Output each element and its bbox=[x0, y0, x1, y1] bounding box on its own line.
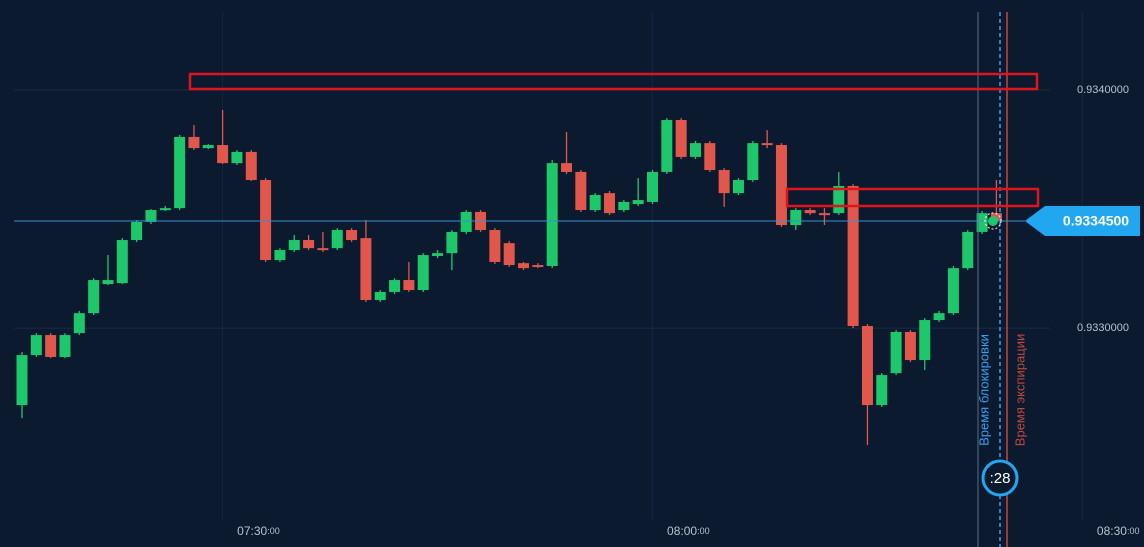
candle-body bbox=[761, 143, 773, 146]
candle-body bbox=[460, 211, 472, 232]
candle-body bbox=[661, 120, 673, 172]
candle-body bbox=[575, 171, 587, 211]
candle-body bbox=[546, 163, 558, 266]
current-price-dot bbox=[988, 215, 998, 226]
candle-body bbox=[790, 210, 802, 226]
candle-body bbox=[217, 145, 229, 164]
candle-body bbox=[618, 201, 630, 211]
price-tag bbox=[1025, 205, 1140, 236]
candle-body bbox=[704, 143, 716, 171]
x-tick-label: 08:00:00 bbox=[667, 524, 710, 538]
candle-body bbox=[933, 313, 945, 321]
candle-body bbox=[675, 120, 687, 157]
candle-body bbox=[689, 143, 701, 157]
candle-body bbox=[159, 208, 171, 211]
highlight-box bbox=[188, 72, 1039, 91]
candle-body bbox=[747, 143, 759, 181]
candle-body bbox=[804, 210, 816, 214]
lock-label: Время блокировки bbox=[976, 334, 991, 446]
candle-body bbox=[976, 213, 988, 232]
candle-body bbox=[102, 280, 114, 285]
candle-body bbox=[59, 335, 71, 357]
candle-body bbox=[116, 240, 128, 284]
candle-body bbox=[145, 210, 157, 222]
candle-body bbox=[990, 213, 1002, 221]
candle-body bbox=[16, 355, 28, 406]
candle-body bbox=[331, 230, 343, 249]
candle-body bbox=[317, 248, 329, 251]
candle-body bbox=[718, 170, 730, 194]
candle-body bbox=[604, 193, 616, 214]
current-price-dot bbox=[984, 212, 1002, 230]
candle-body bbox=[403, 280, 415, 291]
candle-body bbox=[518, 263, 530, 269]
candle-body bbox=[919, 320, 931, 361]
candle-body bbox=[417, 255, 429, 291]
highlight-box bbox=[785, 187, 1040, 208]
candle-body bbox=[45, 335, 57, 357]
candle-body bbox=[833, 185, 845, 214]
candle-body bbox=[489, 230, 501, 262]
candle-body bbox=[532, 265, 544, 268]
candle-body bbox=[646, 171, 658, 202]
candle-body bbox=[231, 151, 243, 164]
candle-body bbox=[947, 268, 959, 314]
candle-body bbox=[274, 250, 286, 261]
candle-body bbox=[303, 240, 315, 249]
candle-body bbox=[202, 145, 214, 149]
x-tick-label: 08:30:00 bbox=[1097, 524, 1140, 538]
candle-body bbox=[861, 326, 873, 406]
candle-body bbox=[73, 313, 85, 334]
candle-body bbox=[374, 291, 386, 301]
expiry-label: Время экспирации bbox=[1012, 334, 1027, 446]
candle-body bbox=[775, 145, 787, 226]
candle-body bbox=[561, 163, 573, 172]
candle-body bbox=[876, 375, 888, 406]
price-tag-label: 0.9334500 bbox=[1063, 213, 1129, 229]
candle-body bbox=[131, 221, 143, 241]
candle-body bbox=[503, 243, 515, 266]
candle-body bbox=[288, 240, 300, 251]
timer-ring bbox=[981, 459, 1019, 497]
x-tick-label: 07:30:00 bbox=[237, 524, 280, 538]
candle-body bbox=[360, 238, 372, 301]
candle-body bbox=[245, 151, 257, 181]
candle-body bbox=[188, 136, 200, 149]
candle-body bbox=[818, 213, 830, 216]
y-tick-label: 0.9340000 bbox=[1077, 84, 1129, 96]
candle-body bbox=[260, 180, 272, 261]
candle-body bbox=[432, 253, 444, 256]
candle-body bbox=[732, 180, 744, 194]
candle-body bbox=[346, 230, 358, 241]
candle-body bbox=[904, 331, 916, 361]
candle-body bbox=[589, 195, 601, 211]
candle-body bbox=[962, 231, 974, 269]
candle-body bbox=[632, 200, 644, 205]
candle-body bbox=[174, 136, 186, 209]
candle-body bbox=[30, 335, 42, 356]
timer: :28 bbox=[990, 470, 1011, 487]
candle-body bbox=[88, 280, 100, 314]
y-tick-label: 0.9330000 bbox=[1077, 322, 1129, 334]
candle-body bbox=[890, 331, 902, 374]
candle-body bbox=[446, 231, 458, 254]
candle-body bbox=[847, 185, 859, 327]
candle-body bbox=[389, 280, 401, 292]
